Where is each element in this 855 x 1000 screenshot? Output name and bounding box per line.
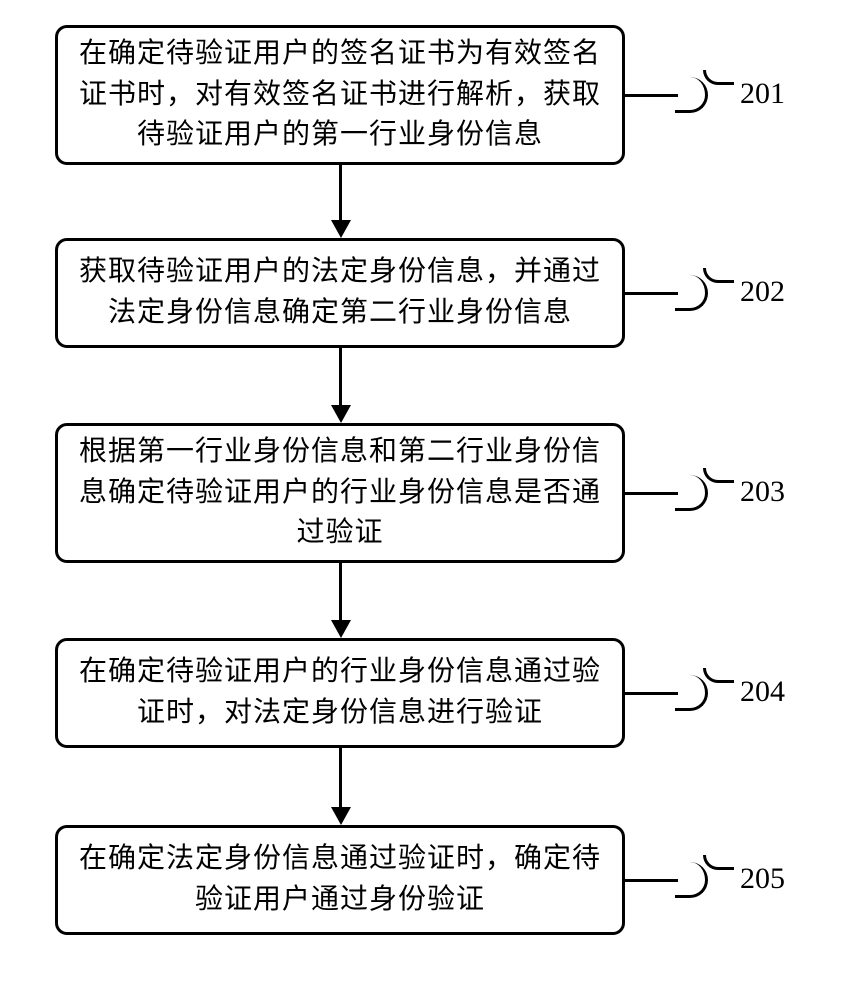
connector-curve <box>675 77 708 113</box>
arrow-head-icon <box>331 807 351 825</box>
arrow-line <box>339 165 342 222</box>
step-label-202: 202 <box>740 275 785 309</box>
connector-hook <box>703 468 734 483</box>
connector-line <box>625 879 678 882</box>
step-label-204: 204 <box>740 675 785 709</box>
step-text: 在确定法定身份信息通过验证时，确定待验证用户通过身份验证 <box>78 839 602 920</box>
step-label-201: 201 <box>740 77 785 111</box>
arrow-head-icon <box>331 220 351 238</box>
step-label-203: 203 <box>740 475 785 509</box>
connector-curve <box>675 275 708 311</box>
connector-curve <box>675 862 708 898</box>
arrow-line <box>339 563 342 622</box>
step-box-202: 获取待验证用户的法定身份信息，并通过法定身份信息确定第二行业身份信息 <box>55 238 625 348</box>
arrow-line <box>339 748 342 809</box>
step-box-201: 在确定待验证用户的签名证书为有效签名证书时，对有效签名证书进行解析，获取待验证用… <box>55 25 625 165</box>
arrow-head-icon <box>331 620 351 638</box>
step-text: 获取待验证用户的法定身份信息，并通过法定身份信息确定第二行业身份信息 <box>78 252 602 333</box>
connector-line <box>625 692 678 695</box>
connector-curve <box>675 675 708 711</box>
arrow-line <box>339 348 342 407</box>
connector-line <box>625 292 678 295</box>
step-text: 在确定待验证用户的行业身份信息通过验证时，对法定身份信息进行验证 <box>78 652 602 733</box>
connector-hook <box>703 268 734 283</box>
arrow-head-icon <box>331 405 351 423</box>
connector-curve <box>675 475 708 511</box>
connector-hook <box>703 668 734 683</box>
step-box-204: 在确定待验证用户的行业身份信息通过验证时，对法定身份信息进行验证 <box>55 638 625 748</box>
step-box-203: 根据第一行业身份信息和第二行业身份信息确定待验证用户的行业身份信息是否通过验证 <box>55 423 625 563</box>
step-text: 在确定待验证用户的签名证书为有效签名证书时，对有效签名证书进行解析，获取待验证用… <box>78 34 602 156</box>
connector-hook <box>703 70 734 85</box>
connector-hook <box>703 855 734 870</box>
step-text: 根据第一行业身份信息和第二行业身份信息确定待验证用户的行业身份信息是否通过验证 <box>78 432 602 554</box>
connector-line <box>625 492 678 495</box>
flowchart-canvas: 在确定待验证用户的签名证书为有效签名证书时，对有效签名证书进行解析，获取待验证用… <box>0 0 855 1000</box>
step-box-205: 在确定法定身份信息通过验证时，确定待验证用户通过身份验证 <box>55 825 625 935</box>
connector-line <box>625 94 678 97</box>
step-label-205: 205 <box>740 862 785 896</box>
